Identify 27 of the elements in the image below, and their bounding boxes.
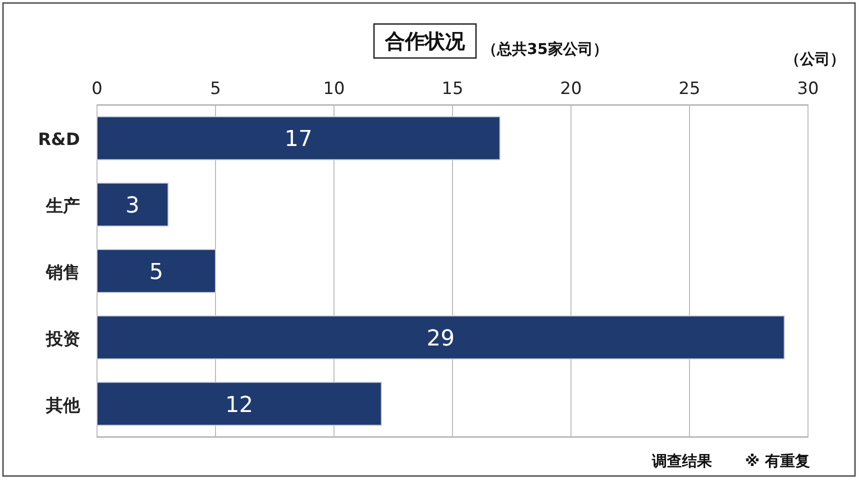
x-tick-label: 20	[560, 79, 582, 99]
x-tick-label: 15	[442, 79, 464, 99]
data-label: 29	[426, 326, 455, 352]
text: ※ 有重复	[745, 452, 810, 470]
bar	[96, 382, 382, 426]
y-tick-label: 销售	[45, 263, 80, 283]
bar	[96, 116, 500, 160]
x-tick-label: 25	[678, 79, 700, 99]
data-label: 12	[225, 392, 254, 418]
y-tick-label: 投资	[45, 329, 80, 350]
text: 调查结果	[651, 452, 713, 470]
chart-subtitle: （总共35家公司）	[482, 40, 608, 58]
bar	[96, 249, 216, 293]
bar	[96, 182, 169, 227]
x-tick-label: 0	[92, 79, 102, 99]
x-axis-title: （公司）	[785, 50, 845, 68]
data-label: 5	[149, 260, 164, 285]
bar	[96, 315, 785, 360]
y-tick-label: R&D	[38, 130, 80, 150]
y-tick-label: 生产	[45, 196, 80, 217]
data-label: 17	[284, 127, 312, 152]
data-label: 3	[126, 194, 140, 219]
chart-title: 合作状况	[384, 29, 466, 53]
y-tick-label: 其他	[45, 396, 81, 416]
x-tick-label: 30	[797, 79, 819, 99]
x-tick-label: 5	[210, 79, 221, 99]
x-tick-label: 10	[323, 79, 345, 99]
